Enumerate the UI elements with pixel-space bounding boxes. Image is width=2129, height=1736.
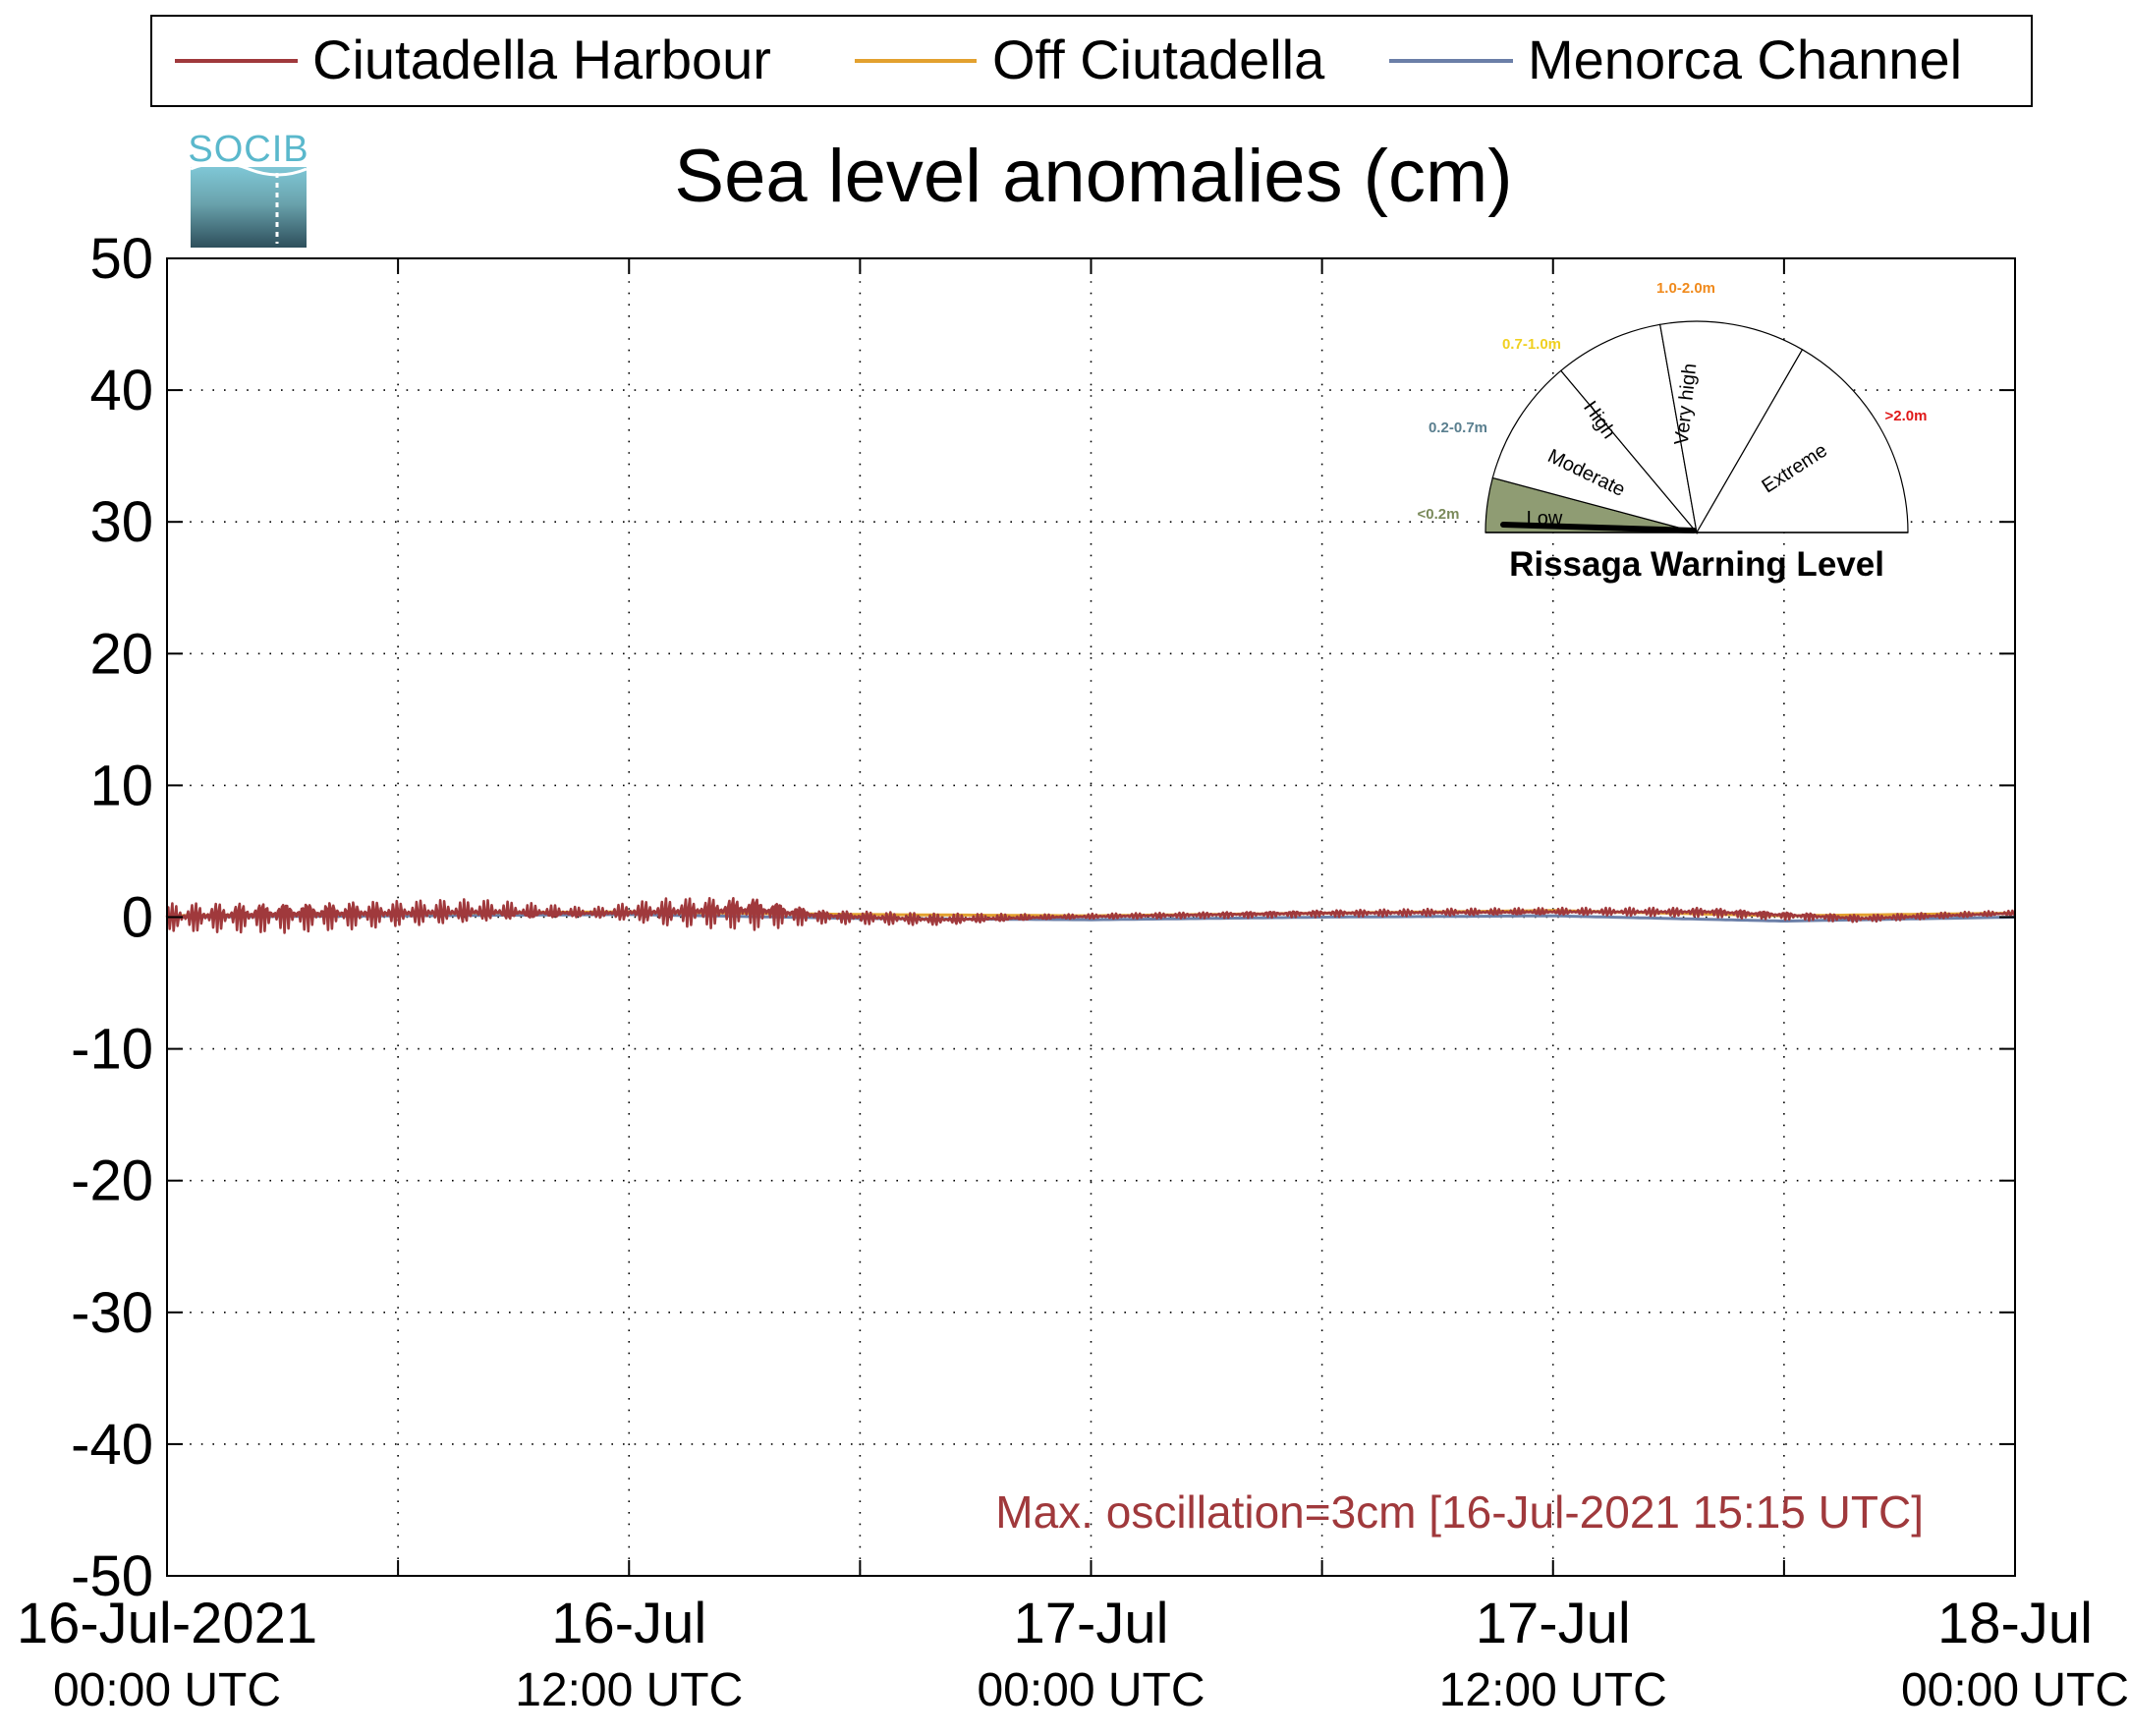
socib-logo-text: SOCIB bbox=[188, 129, 308, 170]
gauge-range-very-high: 1.0-2.0m bbox=[1656, 280, 1715, 297]
y-tick-label: 20 bbox=[89, 622, 153, 686]
gauge-range-low: <0.2m bbox=[1418, 506, 1460, 523]
y-tick-label: 40 bbox=[89, 359, 153, 422]
gauge-sector-high bbox=[1559, 323, 1698, 535]
gauge-title: Rissaga Warning Level bbox=[1509, 545, 1884, 584]
x-tick-label-date: 16-Jul bbox=[551, 1592, 706, 1655]
legend-label-menorca-channel: Menorca Channel bbox=[1528, 28, 1962, 90]
x-tick-label-time: 00:00 UTC bbox=[1901, 1664, 2129, 1716]
gauge-label-low: Low bbox=[1527, 508, 1563, 530]
gauge-sector-extreme bbox=[1695, 348, 1909, 533]
gauge-sector-very-high bbox=[1659, 320, 1804, 534]
series-line-menorca-channel bbox=[167, 913, 2016, 923]
y-tick-label: 10 bbox=[89, 754, 153, 817]
legend: Ciutadella Harbour Off Ciutadella Menorc… bbox=[150, 15, 2033, 107]
legend-label-ciutadella-harbour: Ciutadella Harbour bbox=[312, 28, 771, 90]
legend-entry-menorca-channel: Menorca Channel bbox=[1389, 28, 1962, 90]
x-tick-label-time: 00:00 UTC bbox=[977, 1664, 1205, 1716]
gauge-range-moderate: 0.2-0.7m bbox=[1429, 420, 1487, 436]
series-line-ciutadella-harbour bbox=[165, 897, 2016, 934]
legend-box bbox=[150, 15, 2033, 107]
gauge-range-extreme: >2.0m bbox=[1885, 408, 1928, 424]
rissaga-warning-gauge: Low Moderate High Very high Extreme <0.2… bbox=[1418, 280, 1928, 584]
gauge-needle bbox=[1500, 522, 1697, 533]
y-tick-label: -10 bbox=[71, 1018, 153, 1082]
legend-entry-ciutadella-harbour: Ciutadella Harbour bbox=[175, 28, 771, 90]
x-tick-label-time: 00:00 UTC bbox=[53, 1664, 281, 1716]
x-tick-label-date: 18-Jul bbox=[1937, 1592, 2093, 1655]
chart-title: Sea level anomalies (cm) bbox=[674, 135, 1512, 218]
gauge-sector-moderate bbox=[1491, 369, 1699, 534]
socib-logo: SOCIB bbox=[188, 129, 308, 248]
y-tick-label: -20 bbox=[71, 1149, 153, 1213]
x-tick-label-date: 16-Jul-2021 bbox=[17, 1592, 317, 1655]
y-tick-label: 50 bbox=[89, 227, 153, 291]
legend-entry-off-ciutadella: Off Ciutadella bbox=[855, 28, 1325, 90]
legend-label-off-ciutadella: Off Ciutadella bbox=[992, 28, 1325, 90]
x-tick-label-date: 17-Jul bbox=[1476, 1592, 1631, 1655]
gauge-range-high: 0.7-1.0m bbox=[1502, 336, 1561, 353]
x-tick-label-date: 17-Jul bbox=[1014, 1592, 1169, 1655]
x-axis-ticks: 16-Jul-2021 00:00 UTC 16-Jul 12:00 UTC 17-Ju… bbox=[17, 258, 2129, 1716]
y-tick-label: 0 bbox=[122, 886, 153, 950]
series-lines bbox=[165, 897, 2016, 934]
x-tick-label-time: 12:00 UTC bbox=[515, 1664, 743, 1716]
y-tick-label: -50 bbox=[71, 1544, 153, 1608]
y-axis-ticks: 50 40 30 20 10 0 -10 -20 -30 -40 -50 bbox=[71, 227, 2015, 1608]
socib-logo-emblem bbox=[191, 167, 307, 248]
y-tick-label: -40 bbox=[71, 1413, 153, 1477]
x-tick-label-time: 12:00 UTC bbox=[1439, 1664, 1667, 1716]
y-tick-label: -30 bbox=[71, 1281, 153, 1345]
max-oscillation-annotation: Max. oscillation=3cm [16-Jul-2021 15:15 … bbox=[995, 1486, 1924, 1538]
y-tick-label: 30 bbox=[89, 490, 153, 554]
